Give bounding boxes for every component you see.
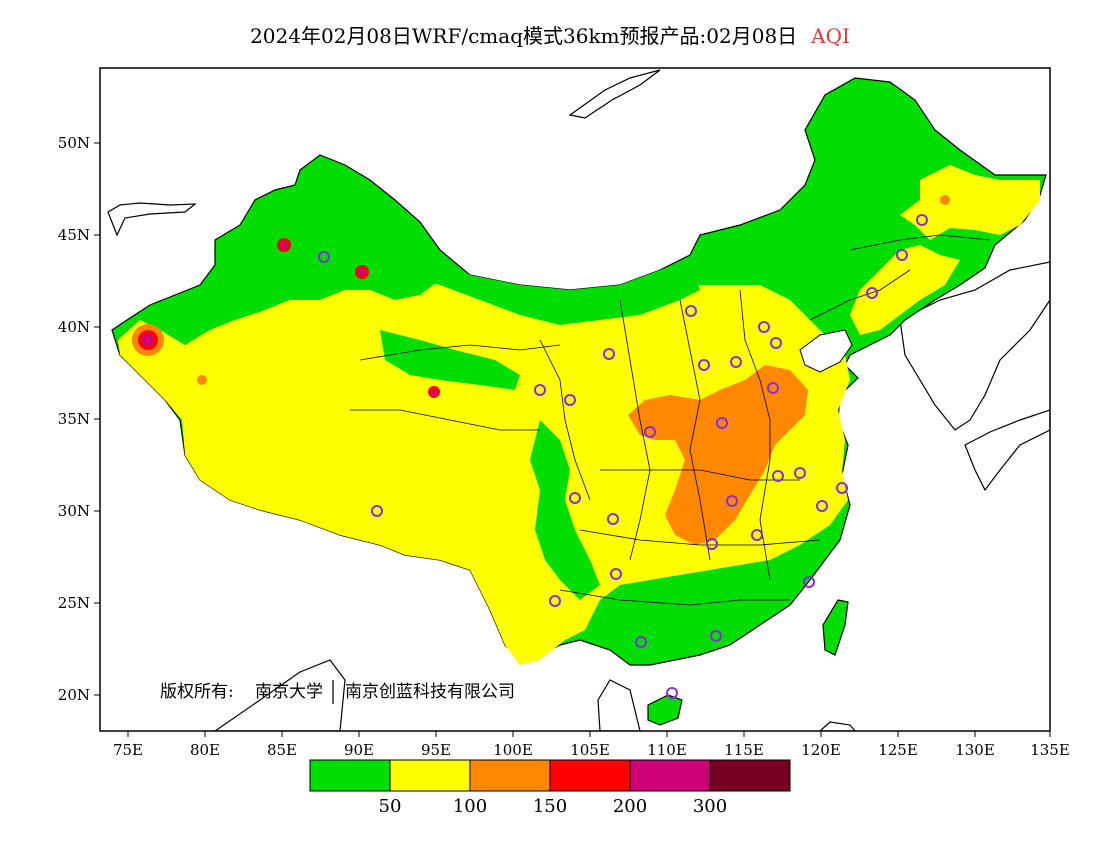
- lat-tick-label: 45N: [58, 226, 90, 244]
- map-plot-area: 版权所有: 南京大学 南京创蓝科技有限公司: [107, 69, 1050, 731]
- lat-tick-label: 40N: [58, 318, 90, 336]
- coastline-philippines: [819, 721, 856, 731]
- station-marker: [607, 513, 619, 525]
- hotspot-qinghai-core: [431, 389, 437, 395]
- lon-tick-label: 120E: [801, 741, 841, 759]
- aqi-legend: 50 100 150 200 300: [309, 759, 791, 817]
- station-marker: [916, 214, 928, 226]
- aqi-green-qinghai: [380, 330, 520, 390]
- legend-swatch: [389, 759, 471, 792]
- lon-tick-label: 125E: [878, 741, 918, 759]
- lat-tick-label: 35N: [58, 410, 90, 428]
- station-marker: [751, 529, 763, 541]
- coastline-korea-japan: [899, 261, 1050, 431]
- map-title: 2024年02月08日WRF/cmaq模式36km预报产品:02月08日 AQI: [0, 20, 1100, 49]
- aqi-yellow-northeast: [900, 165, 1040, 240]
- map-variable-label: AQI: [811, 24, 850, 48]
- copyright-org-nju: 南京大学: [255, 682, 323, 702]
- lon-tick-label: 90E: [344, 741, 374, 759]
- station-marker: [371, 505, 383, 517]
- copyright-org-chuanglan: 南京创蓝科技有限公司: [345, 682, 515, 702]
- station-marker: [836, 482, 848, 494]
- station-marker: [635, 636, 647, 648]
- legend-label: 50: [379, 796, 402, 817]
- station-marker: [534, 384, 546, 396]
- coastline-india: [213, 659, 346, 731]
- station-marker: [685, 305, 697, 317]
- lat-tick-label: 20N: [58, 686, 90, 704]
- station-marker: [803, 576, 815, 588]
- coastline-baikal: [568, 69, 661, 119]
- lon-tick-label: 135E: [1030, 741, 1070, 759]
- island-taiwan: [822, 599, 849, 656]
- lat-tick-label: 50N: [58, 134, 90, 152]
- legend-swatch: [629, 759, 711, 792]
- hotspot-hotan: [197, 375, 207, 385]
- station-marker: [610, 568, 622, 580]
- bohai-sea: [799, 329, 853, 373]
- station-marker: [698, 359, 710, 371]
- station-marker: [816, 500, 828, 512]
- lon-tick-label: 105E: [570, 741, 610, 759]
- station-marker: [569, 492, 581, 504]
- coastline-caspian: [107, 202, 197, 237]
- copyright-prefix: 版权所有:: [160, 682, 234, 702]
- station-marker: [730, 356, 742, 368]
- lon-tick-label: 110E: [647, 741, 687, 759]
- lon-tick-label: 100E: [493, 741, 533, 759]
- station-marker: [770, 337, 782, 349]
- legend-label: 150: [533, 796, 567, 817]
- station-markers: [318, 214, 928, 699]
- latitude-axis: 50N 45N 40N 35N 30N 25N 20N: [58, 134, 100, 704]
- aqi-yellow-west: [118, 275, 850, 665]
- station-marker: [603, 348, 615, 360]
- aqi-orange-central: [628, 365, 808, 545]
- map-frame: [99, 67, 1051, 732]
- legend-swatch: [309, 759, 391, 792]
- aqi-yellow-liaoning: [850, 245, 960, 335]
- lon-tick-label: 85E: [267, 741, 297, 759]
- coastline-japan-south: [964, 409, 1050, 492]
- legend-label: 100: [453, 796, 487, 817]
- station-marker: [772, 470, 784, 482]
- lon-tick-label: 95E: [421, 741, 451, 759]
- hotspot-kashgar-purple: [142, 334, 154, 346]
- station-marker: [549, 595, 561, 607]
- hotspot-urumqi-west-core: [280, 241, 288, 249]
- station-marker: [706, 538, 718, 550]
- station-marker: [726, 495, 738, 507]
- station-marker: [666, 687, 678, 699]
- legend-label: 200: [613, 796, 647, 817]
- station-marker: [644, 426, 656, 438]
- station-marker: [758, 321, 770, 333]
- station-marker: [564, 394, 576, 406]
- station-marker: [710, 630, 722, 642]
- legend-swatch: [469, 759, 551, 792]
- station-marker: [716, 417, 728, 429]
- longitude-axis: 75E 80E 85E 90E 95E 100E 105E 110E 115E …: [113, 731, 1070, 759]
- station-marker: [866, 287, 878, 299]
- station-marker: [794, 467, 806, 479]
- station-marker: [896, 249, 908, 261]
- station-marker: [318, 251, 330, 263]
- legend-swatch: [709, 759, 791, 792]
- province-boundaries: [350, 234, 991, 606]
- legend-swatch: [549, 759, 631, 792]
- lon-tick-label: 130E: [955, 741, 995, 759]
- aqi-green-north: [400, 255, 700, 325]
- aqi-green-sichuan: [530, 420, 600, 600]
- lon-tick-label: 115E: [724, 741, 764, 759]
- map-title-text: 2024年02月08日WRF/cmaq模式36km预报产品:02月08日: [250, 24, 798, 48]
- coastline-indochina: [597, 679, 641, 731]
- lon-tick-label: 75E: [113, 741, 143, 759]
- lat-tick-label: 30N: [58, 502, 90, 520]
- legend-label: 300: [693, 796, 727, 817]
- station-marker: [767, 382, 779, 394]
- hotspot-harbin: [940, 195, 950, 205]
- hotspot-hami-core: [358, 268, 366, 276]
- lat-tick-label: 25N: [58, 594, 90, 612]
- lon-tick-label: 80E: [190, 741, 220, 759]
